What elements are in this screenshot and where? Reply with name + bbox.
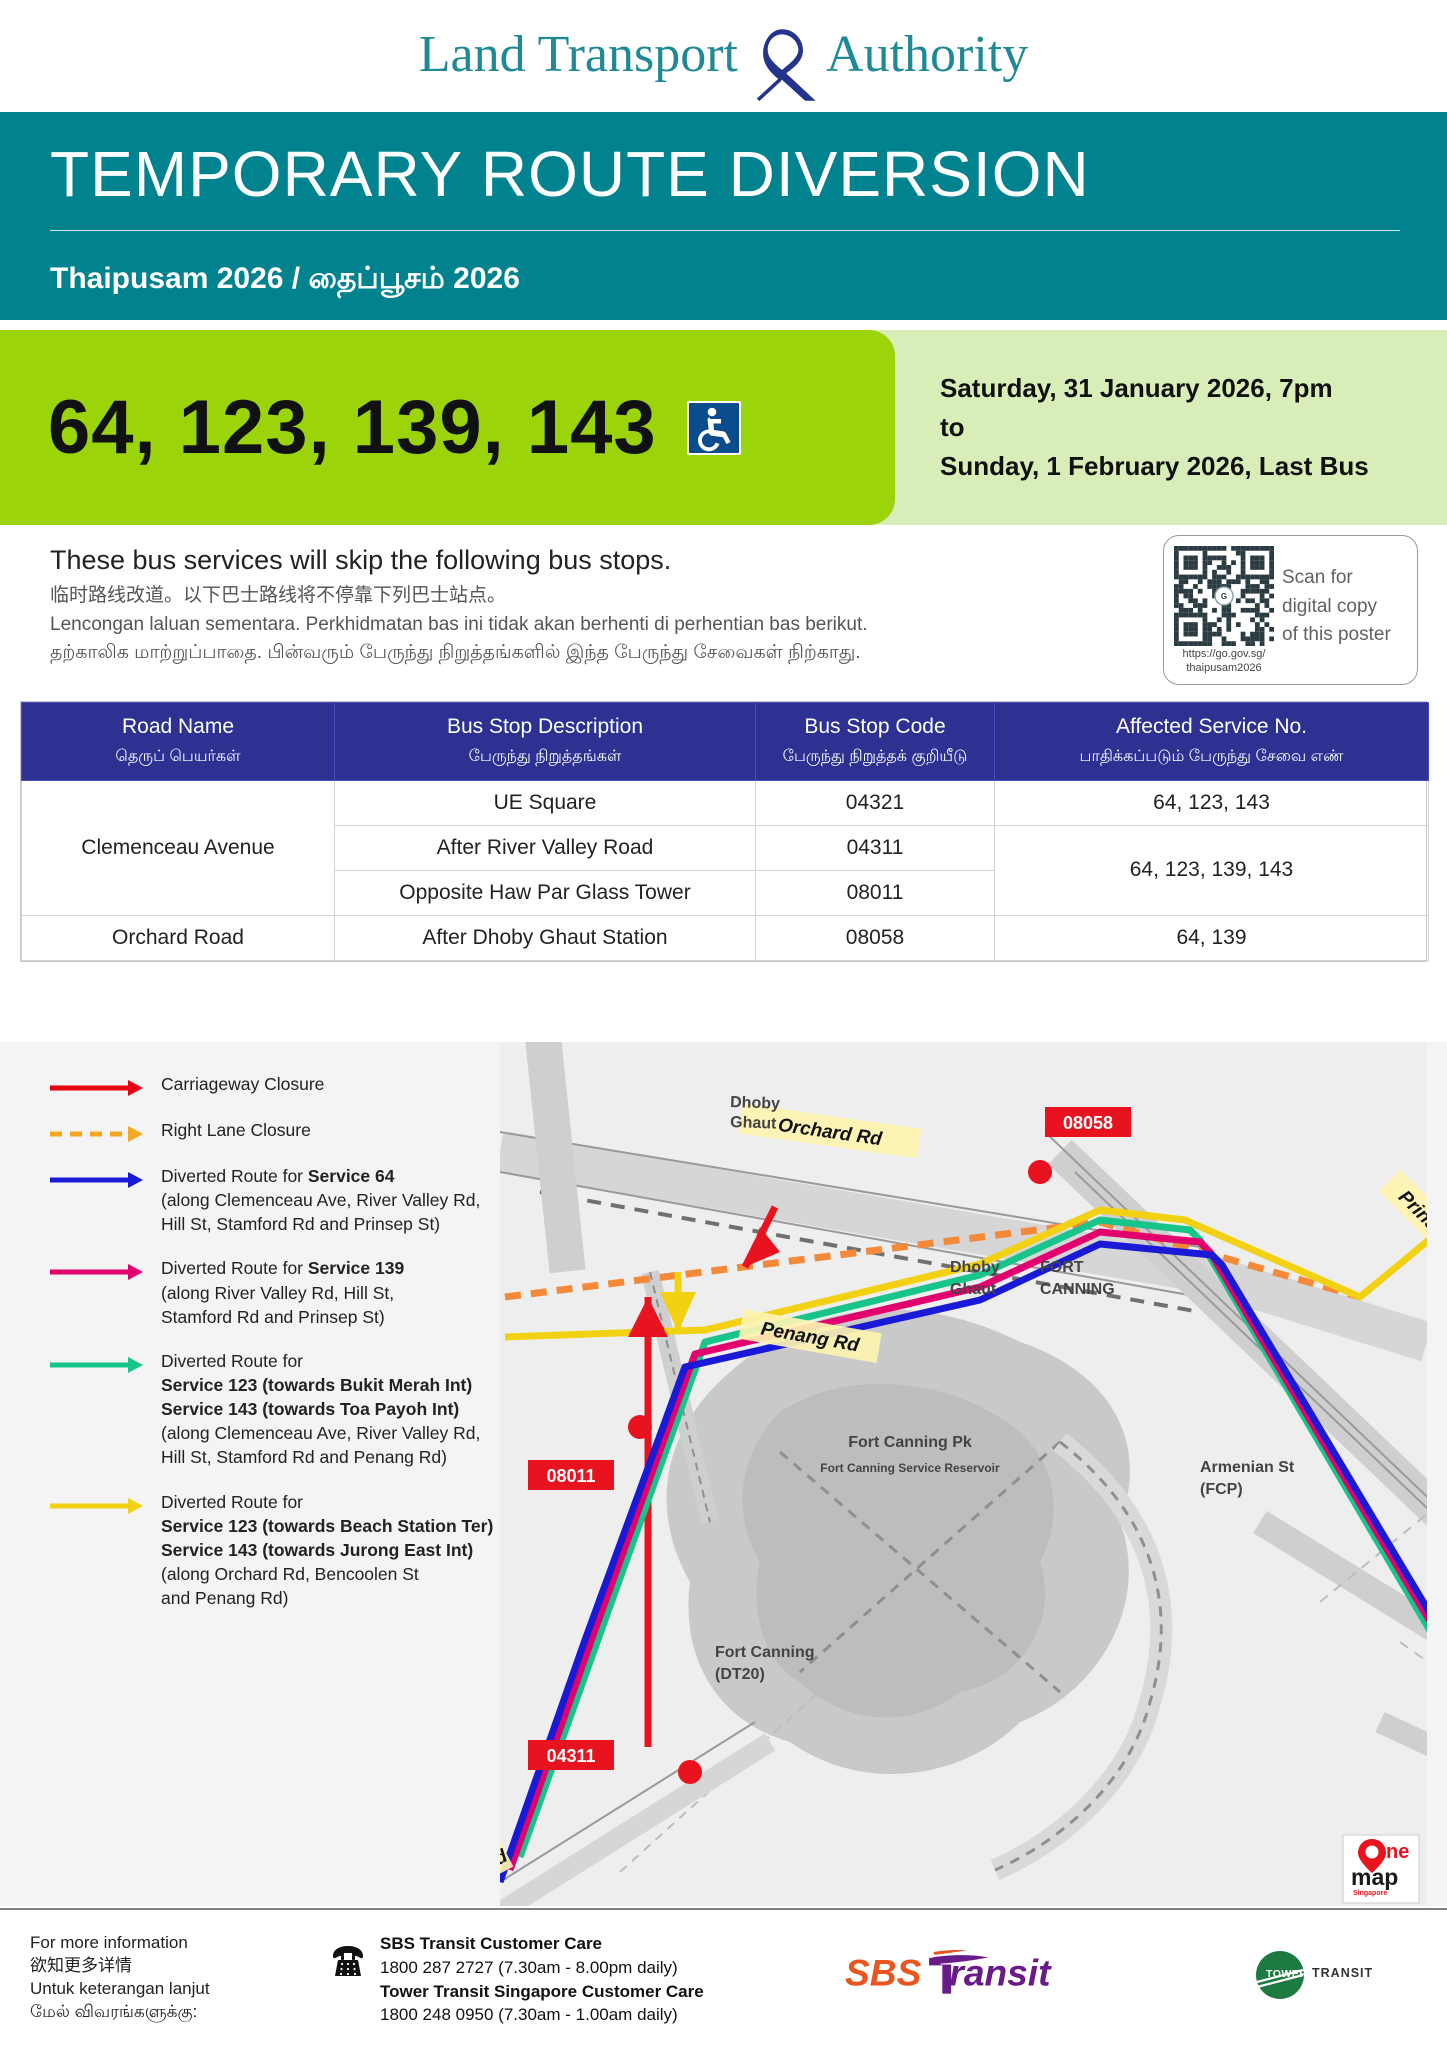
svg-text:Dhoby: Dhoby: [730, 1094, 780, 1113]
svg-text:Fort Canning Pk: Fort Canning Pk: [848, 1434, 972, 1451]
svg-text:ne: ne: [1386, 1841, 1409, 1863]
svg-text:CANNING: CANNING: [1040, 1281, 1115, 1298]
svg-text:(FCP): (FCP): [1200, 1481, 1243, 1498]
svg-text:Dhoby: Dhoby: [950, 1259, 1000, 1276]
svg-text:08011: 08011: [546, 1466, 595, 1486]
svg-text:04311: 04311: [546, 1746, 595, 1766]
svg-text:(DT20): (DT20): [715, 1666, 765, 1683]
svg-text:Ghaut: Ghaut: [730, 1114, 777, 1133]
svg-text:map: map: [1351, 1864, 1398, 1890]
svg-text:FORT: FORT: [1040, 1259, 1084, 1276]
svg-text:Armenian St: Armenian St: [1200, 1459, 1295, 1476]
svg-text:Ghaut: Ghaut: [950, 1281, 997, 1298]
svg-text:08058: 08058: [1063, 1113, 1113, 1133]
svg-text:ransit: ransit: [949, 1952, 1052, 1994]
svg-text:G: G: [1221, 592, 1227, 601]
svg-text:TRANSIT: TRANSIT: [1312, 1966, 1373, 1980]
svg-text:Singapore: Singapore: [1353, 1890, 1387, 1897]
svg-text:SBS: SBS: [845, 1952, 922, 1994]
svg-text:Fort Canning Service Reservoir: Fort Canning Service Reservoir: [820, 1461, 1000, 1475]
svg-text:Fort Canning: Fort Canning: [715, 1644, 815, 1661]
svg-text:TOWER: TOWER: [1266, 1968, 1307, 1980]
